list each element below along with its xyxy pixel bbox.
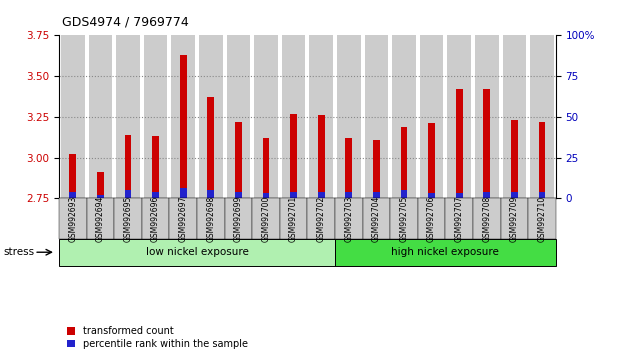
Bar bbox=[538, 192, 545, 198]
Bar bbox=[125, 135, 132, 198]
Bar bbox=[70, 154, 76, 198]
Bar bbox=[392, 35, 415, 198]
Bar bbox=[207, 190, 214, 198]
Bar bbox=[180, 188, 186, 198]
Legend: transformed count, percentile rank within the sample: transformed count, percentile rank withi… bbox=[67, 326, 248, 349]
Text: GSM992700: GSM992700 bbox=[261, 195, 271, 242]
Bar bbox=[116, 35, 140, 198]
Bar bbox=[227, 35, 250, 198]
Text: GSM992703: GSM992703 bbox=[344, 195, 353, 242]
Text: GSM992702: GSM992702 bbox=[317, 195, 325, 242]
Text: high nickel exposure: high nickel exposure bbox=[391, 247, 499, 257]
Text: stress: stress bbox=[3, 247, 34, 257]
Bar bbox=[152, 136, 159, 198]
Text: GSM992701: GSM992701 bbox=[289, 195, 298, 242]
Bar bbox=[318, 115, 325, 198]
Bar bbox=[511, 120, 518, 198]
Text: GSM992694: GSM992694 bbox=[96, 195, 105, 242]
Text: GSM992696: GSM992696 bbox=[151, 195, 160, 242]
Bar bbox=[290, 114, 297, 198]
Bar bbox=[180, 55, 186, 198]
Bar bbox=[207, 97, 214, 198]
Bar bbox=[97, 195, 104, 198]
Bar bbox=[428, 193, 435, 198]
Text: GSM992706: GSM992706 bbox=[427, 195, 436, 242]
Bar bbox=[61, 35, 84, 198]
Bar bbox=[530, 35, 554, 198]
Text: GDS4974 / 7969774: GDS4974 / 7969774 bbox=[62, 16, 189, 29]
Text: GSM992695: GSM992695 bbox=[124, 195, 132, 242]
Text: GSM992698: GSM992698 bbox=[206, 195, 215, 242]
Bar bbox=[538, 122, 545, 198]
Text: GSM992708: GSM992708 bbox=[483, 195, 491, 242]
Bar bbox=[420, 35, 443, 198]
Text: GSM992710: GSM992710 bbox=[538, 195, 546, 242]
Bar bbox=[365, 35, 388, 198]
Text: GSM992705: GSM992705 bbox=[399, 195, 409, 242]
Bar bbox=[475, 35, 499, 198]
Bar bbox=[511, 192, 518, 198]
Text: GSM992707: GSM992707 bbox=[455, 195, 464, 242]
Bar bbox=[401, 127, 407, 198]
Text: GSM992697: GSM992697 bbox=[179, 195, 188, 242]
Bar bbox=[144, 35, 167, 198]
Bar bbox=[456, 193, 463, 198]
Bar bbox=[345, 192, 352, 198]
Bar bbox=[97, 172, 104, 198]
Bar bbox=[373, 192, 380, 198]
Bar bbox=[290, 192, 297, 198]
Text: GSM992704: GSM992704 bbox=[372, 195, 381, 242]
Bar bbox=[373, 139, 380, 198]
Bar bbox=[282, 35, 306, 198]
Bar bbox=[263, 138, 270, 198]
Text: GSM992693: GSM992693 bbox=[68, 195, 77, 242]
Bar bbox=[401, 190, 407, 198]
Text: GSM992709: GSM992709 bbox=[510, 195, 519, 242]
Bar bbox=[318, 192, 325, 198]
Bar bbox=[337, 35, 361, 198]
Bar bbox=[428, 123, 435, 198]
Bar bbox=[171, 35, 195, 198]
Bar bbox=[483, 192, 490, 198]
Bar bbox=[483, 89, 490, 198]
Bar bbox=[345, 138, 352, 198]
Bar bbox=[254, 35, 278, 198]
Bar bbox=[235, 122, 242, 198]
Bar bbox=[199, 35, 222, 198]
Bar bbox=[456, 89, 463, 198]
Text: low nickel exposure: low nickel exposure bbox=[145, 247, 248, 257]
Bar bbox=[448, 35, 471, 198]
Bar bbox=[125, 190, 132, 198]
Bar bbox=[263, 193, 270, 198]
Bar bbox=[502, 35, 526, 198]
Bar bbox=[89, 35, 112, 198]
Bar bbox=[235, 192, 242, 198]
Bar bbox=[152, 192, 159, 198]
Bar bbox=[309, 35, 333, 198]
Bar bbox=[70, 192, 76, 198]
Text: GSM992699: GSM992699 bbox=[234, 195, 243, 242]
